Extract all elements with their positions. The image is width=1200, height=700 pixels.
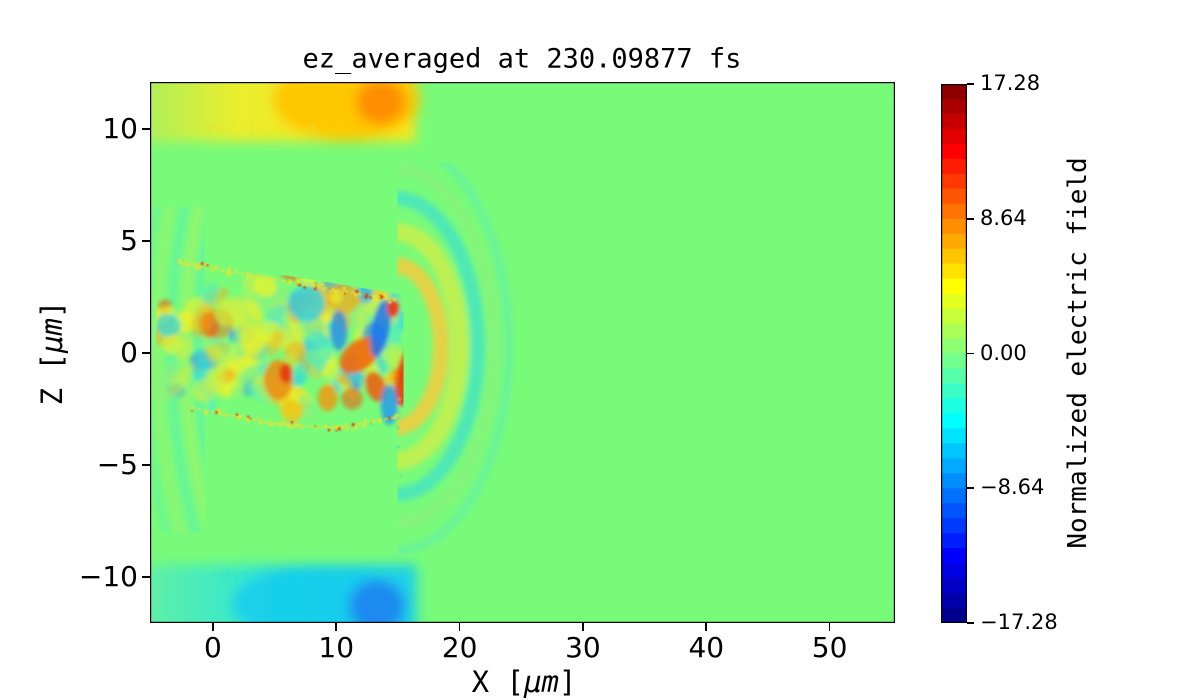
x-tick-mark — [335, 623, 338, 631]
x-tick-mark — [705, 623, 708, 631]
x-tick-label: 0 — [203, 631, 222, 664]
x-tick-mark — [582, 623, 584, 631]
colorbar-tick-mark — [967, 83, 974, 85]
y-axis-label-mu: μm — [35, 318, 69, 353]
plot-area — [150, 82, 895, 623]
y-axis-label-pre: Z [ — [35, 353, 69, 406]
y-tick-label: 10 — [102, 112, 138, 146]
x-tick-label: 40 — [688, 631, 725, 664]
colorbar-tick-label: 0.00 — [980, 340, 1027, 365]
y-tick-mark — [142, 240, 150, 242]
x-tick-label: 10 — [318, 631, 355, 664]
colorbar-tick-mark — [967, 487, 974, 490]
y-tick-label: −10 — [78, 560, 138, 594]
y-axis-label-post: ] — [35, 300, 69, 319]
x-tick-mark — [458, 623, 461, 631]
x-axis-label-mu: μm — [524, 665, 559, 699]
x-tick-mark — [828, 623, 831, 631]
x-tick-label: 20 — [441, 631, 478, 664]
y-tick-label: 0 — [120, 336, 138, 370]
colorbar — [941, 84, 967, 624]
x-tick-mark — [212, 623, 214, 631]
y-tick-label: 5 — [120, 224, 138, 258]
heatmap-image — [150, 82, 895, 623]
y-tick-mark — [142, 352, 150, 354]
x-tick-label: 50 — [811, 631, 848, 664]
y-tick-mark — [142, 576, 150, 578]
colorbar-tick-mark — [967, 217, 974, 220]
colorbar-tick-mark — [967, 622, 974, 624]
x-axis-label-post: ] — [558, 665, 577, 699]
x-axis-label-pre: X [ — [471, 665, 524, 699]
plot-title: ez_averaged at 230.09877 fs — [302, 43, 742, 75]
colorbar-tick-label: −8.64 — [980, 475, 1045, 500]
x-tick-label: 30 — [565, 631, 601, 664]
y-tick-mark — [142, 128, 150, 130]
colorbar-label: Normalized electric field — [1063, 157, 1093, 549]
colorbar-gradient — [941, 84, 967, 624]
plot-border — [150, 82, 895, 623]
colorbar-tick-mark — [967, 352, 974, 355]
colorbar-tick-label: −17.28 — [980, 610, 1058, 634]
x-axis-label: X [μm] — [472, 665, 577, 699]
colorbar-tick-label: 17.28 — [980, 71, 1041, 95]
y-tick-mark — [142, 464, 150, 466]
y-tick-label: −5 — [96, 448, 138, 482]
colorbar-tick-label: 8.64 — [980, 205, 1027, 230]
y-axis-label: Z [μm] — [35, 301, 69, 406]
